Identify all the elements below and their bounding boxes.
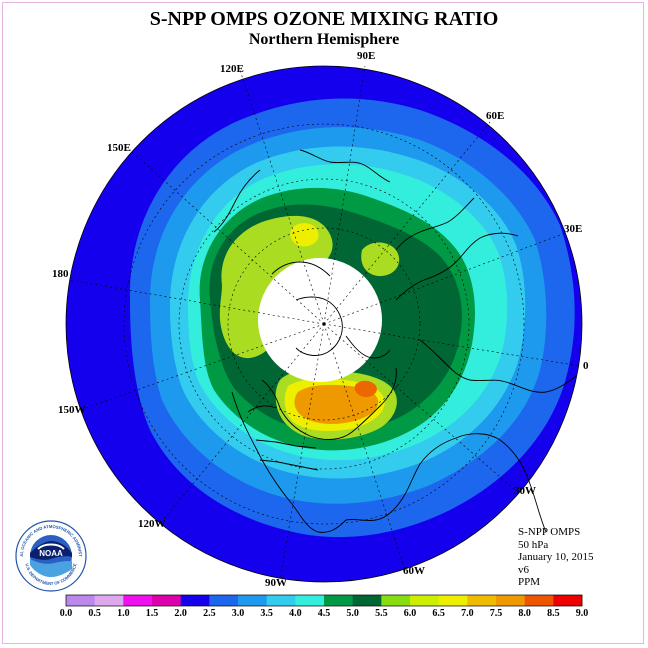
colorbar-tick-label: 8.5 (547, 608, 560, 619)
lon-label-0: 0 (583, 360, 589, 372)
colorbar-swatch (352, 595, 382, 606)
colorbar-tick-label: 8.0 (518, 608, 531, 619)
colorbar-swatch (438, 595, 468, 606)
colorbar (65, 594, 583, 607)
info-units: PPM (518, 576, 541, 588)
graticule (69, 65, 581, 581)
logo-text: NOAA (39, 549, 63, 558)
colorbar-swatch (94, 595, 124, 606)
colorbar-frame (65, 594, 583, 607)
colorbar-swatch (209, 595, 239, 606)
lon-label-90w: 90W (265, 577, 287, 589)
colorbar-tick-label: 2.5 (203, 608, 216, 619)
lon-label-180: 180 (52, 268, 69, 280)
colorbar-swatch (553, 595, 583, 606)
colorbar-swatch (238, 595, 267, 606)
colorbar-tick-label: 0.5 (88, 608, 101, 619)
info-version: v6 (518, 563, 529, 576)
colorbar-tick-label: 0.0 (59, 608, 73, 619)
deep-orange-core (354, 380, 377, 397)
colorbar-swatch (123, 595, 153, 606)
ozone-field (66, 66, 582, 582)
colorbar-tick-label: 9.0 (575, 608, 589, 619)
lon-label-60e: 60E (486, 110, 505, 122)
colorbar-swatch (524, 595, 554, 606)
lime-scandinavia (361, 242, 400, 277)
colorbar-swatch (266, 595, 296, 606)
colorbar-labels: 0.0 0.5 1.0 1.5 2.0 2.5 3.0 3.5 4.0 4.5 5.0 5.5 6.0 6… (0, 608, 648, 622)
colorbar-swatch (467, 595, 497, 606)
colorbar-tick-label: 2.0 (174, 608, 187, 619)
colorbar-swatch (152, 595, 181, 606)
colorbar-tick-label: 7.5 (489, 608, 503, 619)
lon-label-30e: 30E (564, 223, 583, 235)
info-date: January 10, 2015 (518, 551, 594, 563)
polar-no-data-cap (258, 258, 382, 382)
colorbar-tick-label: 5.0 (346, 608, 359, 619)
colorbar-tick-label: 3.5 (260, 608, 273, 619)
colorbar-tick-label: 6.0 (403, 608, 417, 619)
colorbar-tick-label: 7.0 (461, 608, 474, 619)
colorbar-swatch (180, 595, 210, 606)
colorbar-swatch (66, 595, 95, 606)
lon-label-150w: 150W (58, 404, 86, 416)
page-title: S-NPP OMPS OZONE MIXING RATIO (149, 8, 499, 30)
map-boundary (65, 65, 583, 583)
lon-label-120w: 120W (138, 518, 166, 530)
lon-label-60w: 60W (403, 565, 425, 577)
lon-label-150e: 150E (107, 142, 131, 154)
noaa-logo: NATIONAL OCEANIC AND ATMOSPHERIC ADMINIS… (14, 519, 87, 592)
colorbar-swatch (381, 595, 411, 606)
colorbar-tick-label: 4.5 (317, 608, 331, 619)
info-level: 50 hPa (518, 538, 549, 551)
page-subtitle: Northern Hemisphere (248, 31, 400, 48)
lon-label-120e: 120E (220, 63, 244, 75)
yellow-siberia (290, 223, 319, 247)
colorbar-swatch (295, 595, 325, 606)
product-info: S-NPP OMPS 50 hPa January 10, 2015 v6 PP… (518, 526, 593, 589)
colorbar-swatch (496, 595, 525, 606)
lon-label-90e: 90E (357, 50, 376, 62)
colorbar-tick-label: 3.0 (231, 608, 245, 619)
lon-label-30w: 30W (514, 485, 536, 497)
info-instrument: S-NPP OMPS (518, 526, 581, 538)
colorbar-tick-label: 1.0 (117, 608, 130, 619)
colorbar-swatch (324, 595, 353, 606)
colorbar-tick-label: 6.5 (432, 608, 445, 619)
colorbar-tick-label: 5.5 (375, 608, 388, 619)
colorbar-tick-label: 1.5 (145, 608, 159, 619)
coastlines (213, 149, 577, 533)
colorbar-swatch (410, 595, 439, 606)
colorbar-tick-label: 4.0 (289, 608, 302, 619)
